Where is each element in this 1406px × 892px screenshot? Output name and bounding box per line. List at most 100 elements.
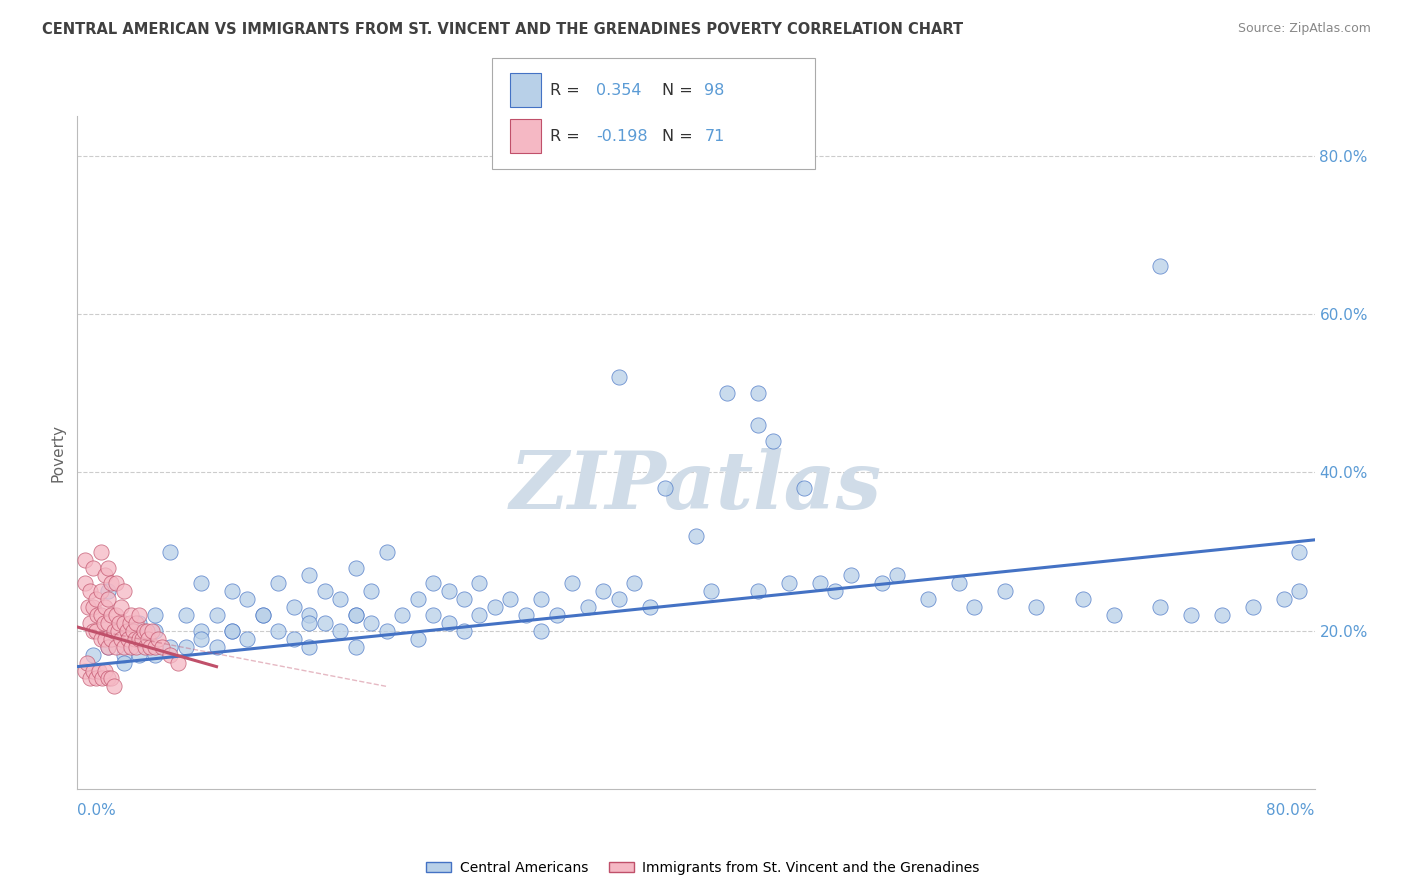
Point (79, 584, 101, 599)
Point (134, 640, 156, 654)
Point (1288, 545, 1310, 559)
Point (79, 615, 101, 630)
Legend: Central Americans, Immigrants from St. Vincent and the Grenadines: Central Americans, Immigrants from St. V… (420, 855, 986, 880)
Point (100, 608, 122, 623)
Point (108, 615, 131, 630)
Point (121, 640, 143, 654)
Text: 80.0%: 80.0% (1267, 803, 1315, 818)
Point (128, 608, 150, 623)
Text: CENTRAL AMERICAN VS IMMIGRANTS FROM ST. VINCENT AND THE GRENADINES POVERTY CORRE: CENTRAL AMERICAN VS IMMIGRANTS FROM ST. … (42, 22, 963, 37)
Point (607, 592, 630, 607)
Point (499, 592, 522, 607)
Point (221, 624, 243, 638)
Point (1025, 600, 1047, 615)
Point (100, 672, 122, 686)
Point (437, 584, 460, 599)
Point (1241, 600, 1264, 615)
Point (592, 584, 614, 599)
Text: -0.198: -0.198 (596, 128, 648, 144)
Point (685, 529, 707, 543)
Point (143, 640, 166, 654)
Point (360, 615, 382, 630)
Point (391, 608, 413, 623)
Point (94, 600, 117, 615)
Point (747, 584, 769, 599)
Point (146, 632, 169, 646)
Point (515, 608, 537, 623)
Text: Source: ZipAtlas.com: Source: ZipAtlas.com (1237, 22, 1371, 36)
Text: N =: N = (662, 128, 699, 144)
Point (1149, 600, 1171, 615)
Point (453, 624, 475, 638)
Point (252, 608, 274, 623)
Point (283, 632, 305, 646)
Point (112, 615, 135, 630)
Point (638, 600, 661, 615)
Point (128, 632, 150, 646)
Point (128, 632, 150, 646)
Point (121, 608, 143, 623)
Point (90, 545, 112, 559)
Point (484, 600, 506, 615)
Point (94, 632, 117, 646)
Point (948, 576, 970, 591)
Point (190, 632, 212, 646)
Point (97, 672, 120, 686)
Point (79, 672, 101, 686)
Point (375, 545, 398, 559)
Point (82, 600, 104, 615)
Point (97, 640, 120, 654)
Point (94, 568, 117, 582)
Point (93, 615, 115, 630)
Point (917, 592, 939, 607)
Y-axis label: Poverty: Poverty (51, 424, 66, 482)
Point (314, 615, 336, 630)
Point (174, 608, 197, 623)
Point (91, 672, 114, 686)
Point (607, 370, 630, 384)
Point (138, 632, 160, 646)
Point (1071, 592, 1094, 607)
Text: 98: 98 (704, 83, 724, 97)
Point (205, 640, 228, 654)
Point (100, 576, 122, 591)
Point (824, 584, 846, 599)
Point (90, 584, 112, 599)
Point (75, 552, 96, 566)
Point (298, 615, 321, 630)
Point (159, 648, 181, 662)
Point (994, 584, 1017, 599)
Point (125, 640, 148, 654)
Point (778, 576, 800, 591)
Point (87, 664, 110, 678)
Point (90, 608, 112, 623)
Point (329, 592, 352, 607)
Point (344, 608, 367, 623)
Point (1211, 608, 1233, 623)
Point (298, 568, 321, 582)
Point (190, 576, 212, 591)
Point (84, 624, 107, 638)
Point (75, 576, 96, 591)
Point (963, 600, 986, 615)
Point (82, 648, 104, 662)
Point (530, 592, 553, 607)
Point (762, 434, 785, 448)
Point (97, 560, 120, 574)
Point (546, 608, 568, 623)
Point (468, 608, 491, 623)
Point (236, 592, 259, 607)
Point (267, 624, 290, 638)
Point (112, 648, 135, 662)
Point (107, 624, 129, 638)
Point (406, 592, 429, 607)
Point (82, 560, 104, 574)
Point (221, 584, 243, 599)
Point (141, 624, 163, 638)
Point (152, 640, 174, 654)
Point (97, 615, 120, 630)
Point (314, 584, 336, 599)
Point (747, 386, 769, 401)
Point (112, 656, 135, 670)
Point (143, 648, 166, 662)
